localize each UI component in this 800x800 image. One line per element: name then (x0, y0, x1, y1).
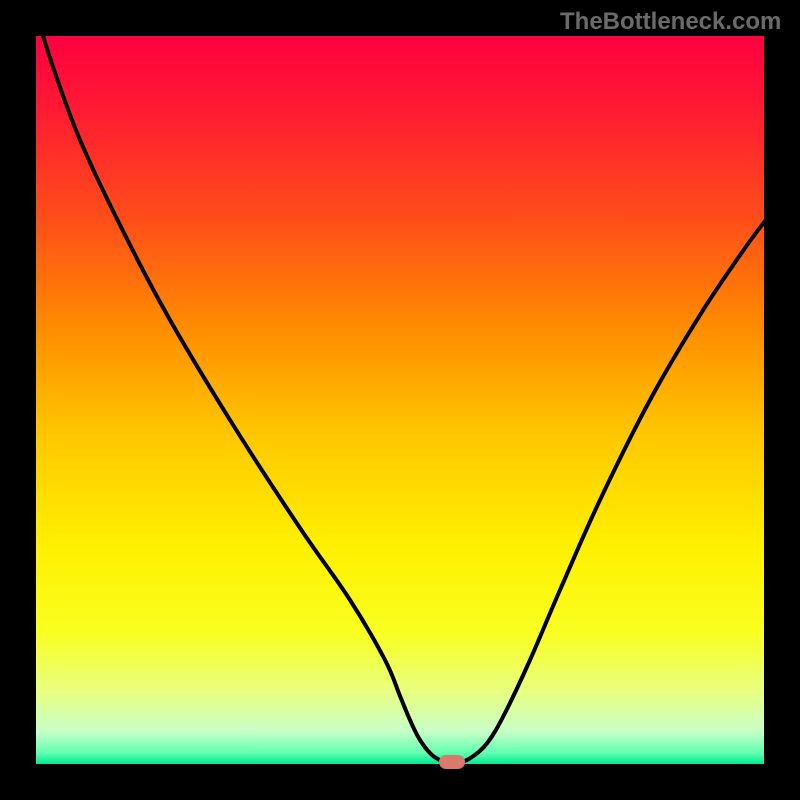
plot-area (36, 36, 764, 764)
chart-stage: TheBottleneck.com (0, 0, 800, 800)
optimal-point-marker (439, 755, 465, 769)
watermark-text: TheBottleneck.com (560, 8, 781, 36)
